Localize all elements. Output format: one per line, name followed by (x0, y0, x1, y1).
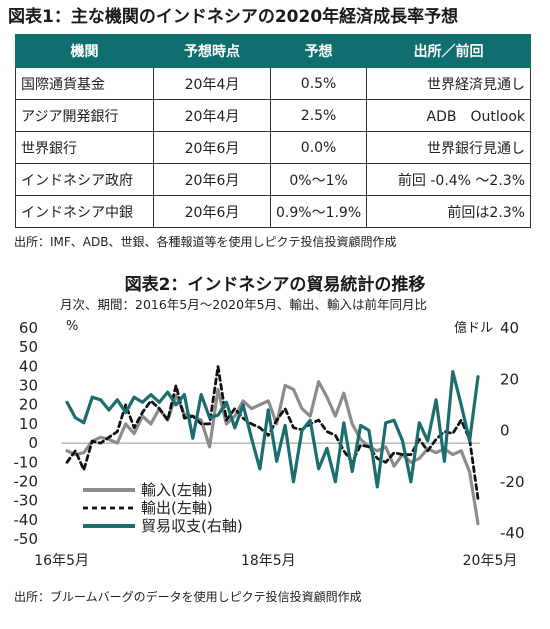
right-tick-label: 40 (500, 319, 519, 337)
table-title: 図表1：主な機関のインドネシアの2020年経済成長率予想 (8, 7, 459, 27)
left-unit-label: % (66, 319, 78, 334)
chart-title: 図表2：インドネシアの貿易統計の推移 (124, 275, 426, 295)
cell-source: 前回は2.3% (366, 195, 531, 228)
x-tick-label: 16年5月 (34, 553, 89, 569)
left-tick-label: 30 (19, 377, 38, 395)
cell-source: 世界銀行見通し (366, 131, 531, 164)
cell-date: 20年4月 (153, 67, 271, 100)
legend-label: 輸入(左軸) (141, 481, 213, 499)
series-line (65, 369, 480, 489)
trade-chart: 6050403020100-10-20-30-40-5040200-20-40%… (14, 319, 525, 569)
cell-date: 20年6月 (153, 195, 271, 228)
header-forecast: 予想 (269, 34, 368, 68)
legend-label: 貿易収支(右軸) (141, 517, 243, 535)
cell-source: 前回 -0.4% ～2.3% (366, 163, 531, 196)
x-tick-label: 18年5月 (241, 553, 296, 569)
cell-forecast: 0.5% (269, 67, 368, 100)
cell-forecast: 2.5% (269, 99, 368, 132)
left-tick-label: 20 (19, 396, 38, 414)
left-tick-label: -20 (14, 472, 39, 490)
cell-source: ADB Outlook (366, 99, 531, 132)
cell-forecast: 0.0% (269, 131, 368, 164)
left-tick-label: 40 (19, 357, 38, 375)
legend-label: 輸出(左軸) (141, 499, 213, 517)
table-row: 国際通貨基金 20年4月 0.5% 世界経済見通し (15, 67, 531, 100)
left-tick-label: 50 (19, 338, 38, 356)
x-tick-label: 20年5月 (463, 553, 518, 569)
table-row: 世界銀行 20年6月 0.0% 世界銀行見通し (15, 131, 531, 164)
header-source: 出所／前回 (366, 34, 531, 68)
right-tick-label: -40 (500, 524, 525, 542)
series-line (65, 380, 480, 526)
left-tick-label: -40 (14, 511, 39, 529)
right-unit-label: 億ドル (454, 320, 493, 336)
table-row: アジア開発銀行 20年4月 2.5% ADB Outlook (15, 99, 531, 132)
left-tick-label: -30 (14, 492, 39, 510)
cell-institution: インドネシア政府 (15, 163, 154, 196)
cell-date: 20年4月 (153, 99, 271, 132)
right-tick-label: 0 (500, 422, 510, 440)
left-tick-label: 10 (19, 415, 38, 433)
cell-institution: インドネシア中銀 (15, 195, 154, 228)
cell-institution: 国際通貨基金 (15, 67, 154, 100)
cell-date: 20年6月 (153, 131, 271, 164)
cell-forecast: 0%～1% (269, 163, 368, 196)
right-tick-label: 20 (500, 370, 519, 388)
table-header-row: 機関 予想時点 予想 出所／前回 (15, 34, 531, 68)
cell-institution: アジア開発銀行 (15, 99, 154, 132)
table-source-note: 出所：IMF、ADB、世銀、各種報道等を使用しピクテ投信投資顧問作成 (14, 235, 397, 249)
left-tick-label: -10 (14, 453, 39, 471)
left-tick-label: -50 (14, 530, 39, 548)
cell-date: 20年6月 (153, 163, 271, 196)
cell-institution: 世界銀行 (15, 131, 154, 164)
cell-source: 世界経済見通し (366, 67, 531, 100)
chart-subtitle: 月次、期間：2016年5月～2020年5月、輸出、輸入は前年同月比 (60, 297, 428, 312)
cell-forecast: 0.9%～1.9% (269, 195, 368, 228)
chart-source-note: 出所：ブルームバーグのデータを使用しピクテ投信投資顧問作成 (14, 590, 362, 604)
left-tick-label: 0 (28, 434, 38, 452)
forecast-table: 機関 予想時点 予想 出所／前回 国際通貨基金 20年4月 0.5% 世界経済見… (15, 34, 531, 228)
right-tick-label: -20 (500, 473, 525, 491)
table-row: インドネシア中銀 20年6月 0.9%～1.9% 前回は2.3% (15, 195, 531, 228)
left-tick-label: 60 (19, 319, 38, 337)
table-row: インドネシア政府 20年6月 0%～1% 前回 -0.4% ～2.3% (15, 163, 531, 196)
header-forecast-date: 予想時点 (153, 34, 271, 68)
header-institution: 機関 (15, 34, 154, 68)
